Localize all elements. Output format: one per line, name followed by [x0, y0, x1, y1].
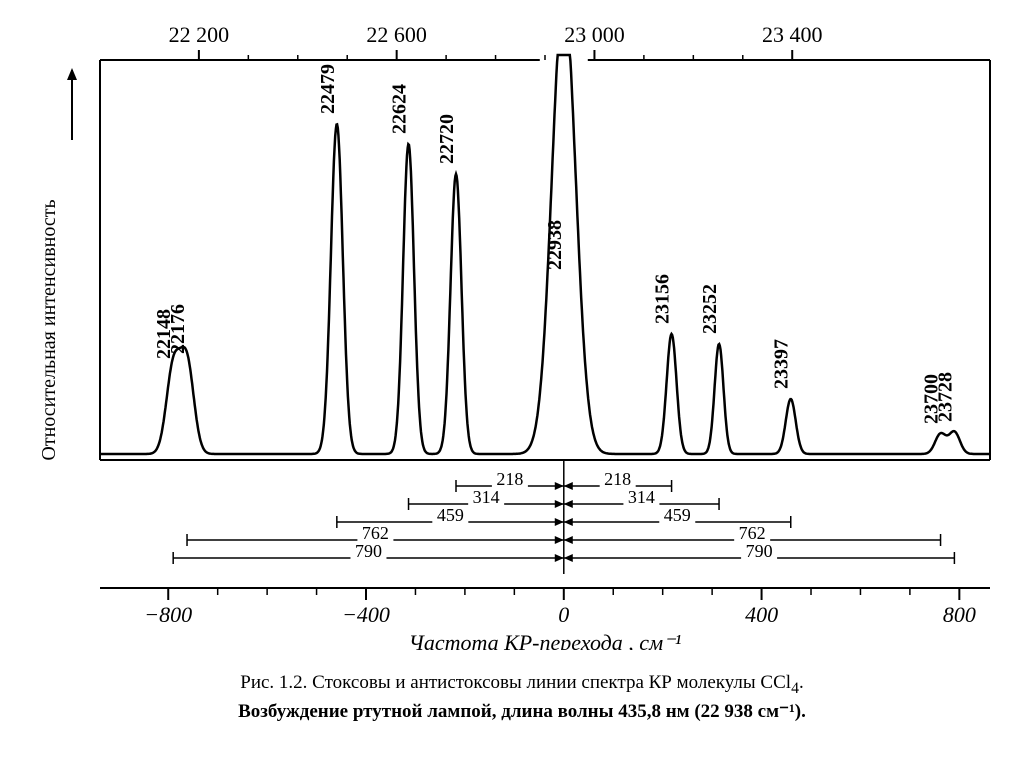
caption-dot: .	[799, 672, 804, 693]
svg-text:23728: 23728	[934, 372, 956, 422]
caption-line2: Возбуждение ртутной лампой, длина волны …	[238, 701, 806, 722]
svg-text:23397: 23397	[771, 339, 793, 389]
svg-text:762: 762	[739, 523, 766, 543]
svg-text:23 000: 23 000	[564, 22, 625, 47]
svg-text:−400: −400	[342, 602, 390, 627]
svg-text:23 400: 23 400	[762, 22, 823, 47]
svg-text:22 200: 22 200	[169, 22, 230, 47]
svg-text:22 600: 22 600	[366, 22, 427, 47]
svg-text:218: 218	[496, 469, 523, 489]
svg-text:22624: 22624	[389, 84, 411, 134]
svg-text:Относительная интенсивность: Относительная интенсивность	[38, 199, 60, 460]
svg-text:22938: 22938	[544, 220, 566, 270]
svg-text:314: 314	[628, 487, 655, 507]
svg-text:−800: −800	[144, 602, 192, 627]
svg-text:218: 218	[604, 469, 631, 489]
svg-text:22720: 22720	[436, 114, 458, 164]
svg-text:23156: 23156	[652, 274, 674, 324]
svg-text:314: 314	[473, 487, 500, 507]
svg-text:459: 459	[437, 505, 464, 525]
caption-line1: Рис. 1.2. Стоксовы и антистоксовы линии …	[240, 672, 803, 693]
svg-text:762: 762	[362, 523, 389, 543]
svg-text:23252: 23252	[699, 284, 721, 334]
figure-caption: Рис. 1.2. Стоксовы и антистоксовы линии …	[60, 670, 984, 725]
svg-text:459: 459	[664, 505, 691, 525]
spectrum-chart: 22 200 22 600 23 000 23 400 Относительная ин…	[20, 10, 1004, 650]
svg-text:22176: 22176	[167, 304, 189, 354]
caption-sub: 4	[791, 680, 799, 697]
svg-text:22479: 22479	[317, 64, 339, 114]
spectrum-svg: 22 200 22 600 23 000 23 400 Относительная ин…	[20, 10, 1004, 650]
svg-text:790: 790	[746, 541, 773, 561]
svg-text:400: 400	[745, 602, 778, 627]
caption-text: Рис. 1.2. Стоксовы и антистоксовы линии …	[240, 672, 791, 693]
svg-text:790: 790	[355, 541, 382, 561]
svg-text:0: 0	[558, 602, 569, 627]
svg-text:800: 800	[943, 602, 976, 627]
svg-text:Частота КР-перехода , см⁻¹: Частота КР-перехода , см⁻¹	[409, 630, 682, 650]
